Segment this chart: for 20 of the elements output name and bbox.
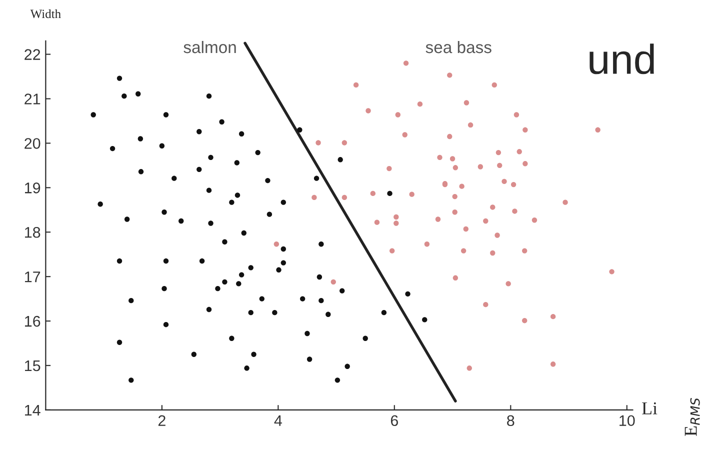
y-tick-label: 18 bbox=[25, 226, 40, 238]
x-tick-label: 6 bbox=[390, 415, 398, 426]
y-tick-label: 20 bbox=[24, 138, 40, 149]
x-tick-label: 10 bbox=[620, 415, 635, 426]
y-tick-label: 14 bbox=[25, 404, 40, 416]
y-tick-label: 16 bbox=[25, 316, 40, 327]
y-tick-label: 21 bbox=[24, 94, 40, 104]
y-tick-label: 22 bbox=[24, 49, 40, 60]
x-tick-label: 8 bbox=[507, 415, 514, 426]
x-axis-title: Li bbox=[642, 402, 658, 414]
y-tick-label: 15 bbox=[25, 360, 40, 372]
x-tick-label: 2 bbox=[158, 415, 166, 426]
y-axis-title: Width bbox=[30, 9, 61, 18]
x-tick-label: 4 bbox=[274, 415, 282, 426]
text: E$_{RMS}$ bbox=[684, 398, 700, 436]
y-tick-label: 17 bbox=[25, 272, 40, 282]
series-label: sea bass bbox=[426, 40, 492, 54]
annotation: und bbox=[590, 44, 654, 74]
y-tick-label: 19 bbox=[25, 182, 40, 194]
text: salmon bbox=[184, 40, 236, 54]
